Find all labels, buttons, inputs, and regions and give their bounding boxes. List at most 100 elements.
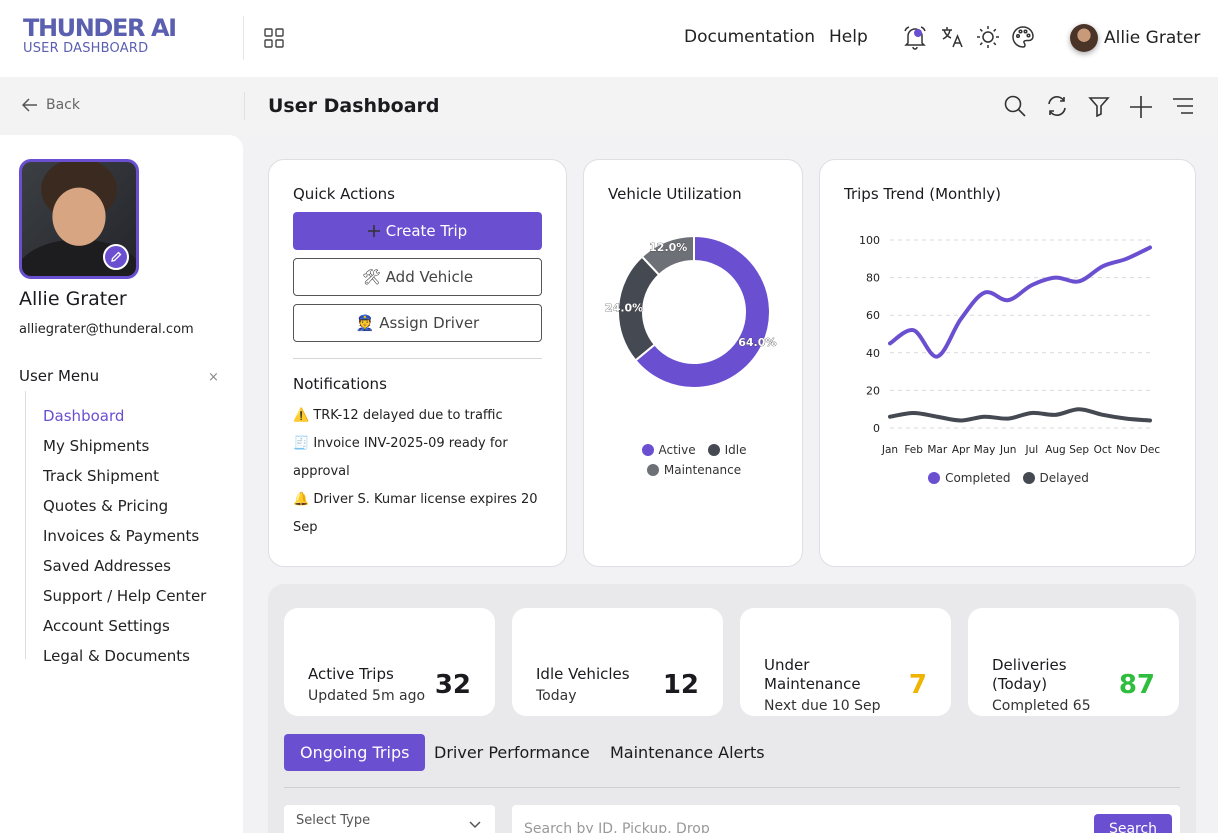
chart-legend: Completed Delayed: [820, 471, 1197, 485]
kpi-sub: Updated 5m ago: [308, 688, 426, 704]
x-tick-label: Jul: [1024, 444, 1038, 456]
profile-name: Allie Grater: [19, 288, 127, 310]
search-input[interactable]: Search by ID, Pickup, Drop: [512, 805, 1180, 833]
nav-help[interactable]: Help: [829, 27, 868, 47]
legend-label: Completed: [945, 471, 1011, 485]
create-trip-button[interactable]: Create Trip: [293, 212, 542, 250]
divider: [293, 358, 542, 359]
legend-label: Delayed: [1039, 471, 1089, 485]
plus-icon[interactable]: [1129, 95, 1153, 119]
y-tick-label: 80: [866, 272, 880, 285]
kpi-label: Under Maintenance: [764, 656, 861, 693]
sidebar-item-saved-addresses[interactable]: Saved Addresses: [43, 557, 171, 575]
brand-logo[interactable]: THUNDER AI USER DASHBOARD: [23, 14, 177, 56]
x-tick-label: Oct: [1094, 444, 1112, 456]
legend-dot: [928, 472, 941, 484]
type-select[interactable]: Select Type: [284, 805, 495, 833]
series-line-completed: [888, 245, 1152, 359]
sidebar: Allie Grater alliegrater@thunderal.com U…: [0, 135, 243, 833]
kpi-card-deliveries[interactable]: Deliveries (Today) Completed 65 87: [968, 608, 1179, 716]
pie-slice-active: [634, 234, 771, 389]
legend-dot: [641, 444, 654, 456]
tab-maintenance-alerts[interactable]: Maintenance Alerts: [610, 743, 765, 762]
apps-icon[interactable]: [264, 28, 284, 48]
legend-item-active[interactable]: Active: [641, 443, 696, 457]
x-tick-label: May: [974, 444, 996, 456]
menu-icon[interactable]: [1172, 95, 1194, 117]
data-label: 64.0%: [738, 336, 776, 349]
kpi-card-under-maintenance[interactable]: Under Maintenance Next due 10 Sep 7: [740, 608, 951, 716]
bell-icon[interactable]: [903, 25, 927, 51]
back-button[interactable]: Back: [22, 97, 80, 113]
search-icon[interactable]: [1004, 95, 1026, 117]
brand-title: THUNDER AI: [23, 14, 177, 42]
divider: [243, 16, 244, 60]
notifications-title: Notifications: [293, 375, 387, 393]
search-button[interactable]: Search: [1094, 814, 1172, 833]
kpi-card-active-trips[interactable]: Active Trips Updated 5m ago 32: [284, 608, 495, 716]
filter-icon[interactable]: [1088, 95, 1110, 117]
legend-item-idle[interactable]: Idle: [707, 443, 747, 457]
kpi-value: 87: [1118, 670, 1155, 700]
select-value: Select Type: [296, 813, 371, 828]
card-title: Trips Trend (Monthly): [844, 185, 1001, 203]
divider: [284, 787, 1180, 788]
pie-slice-maintenance: [640, 234, 695, 277]
legend-label: Maintenance: [663, 463, 742, 477]
legend-label: Active: [658, 443, 696, 457]
x-tick-label: Dec: [1140, 444, 1161, 456]
profile-email: alliegrater@thunderal.com: [19, 322, 194, 337]
divider: [244, 92, 245, 120]
close-icon[interactable]: ×: [208, 370, 219, 385]
kpi-sub: Next due 10 Sep: [764, 698, 881, 714]
legend-item-completed[interactable]: Completed: [928, 471, 1011, 485]
palette-icon[interactable]: [1011, 25, 1035, 49]
sidebar-item-account-settings[interactable]: Account Settings: [43, 617, 170, 635]
avatar: [1070, 24, 1098, 52]
sidebar-item-invoices-payments[interactable]: Invoices & Payments: [43, 527, 200, 545]
sidebar-item-track-shipment[interactable]: Track Shipment: [43, 467, 159, 485]
trips-trend-card: Trips Trend (Monthly) 0 20 40 60 80 100 Jan Feb…: [819, 159, 1196, 567]
sidebar-item-dashboard[interactable]: Dashboard: [43, 407, 125, 425]
x-tick-label: Sep: [1069, 444, 1089, 456]
legend-item-maintenance[interactable]: Maintenance: [646, 463, 742, 477]
kpi-label: Idle Vehicles: [536, 665, 630, 683]
user-name: Allie Grater: [1104, 28, 1201, 48]
sidebar-item-my-shipments[interactable]: My Shipments: [43, 437, 150, 455]
create-trip-label: Create Trip: [385, 222, 468, 240]
sidebar-item-legal-documents[interactable]: Legal & Documents: [43, 647, 190, 665]
sub-header: Back User Dashboard: [0, 77, 1218, 135]
sun-icon[interactable]: [976, 25, 1000, 49]
back-label: Back: [46, 97, 80, 113]
assign-driver-button[interactable]: 👮 Assign Driver: [293, 304, 542, 342]
edit-profile-button[interactable]: [103, 244, 129, 270]
kpi-value: 32: [434, 670, 471, 700]
add-vehicle-button[interactable]: 🛠 Add Vehicle: [293, 258, 542, 296]
line-chart: 0 20 40 60 80 100 Jan Feb Mar Apr May Jun Jul Aug Sep O…: [859, 234, 1161, 456]
kpi-label: Deliveries (Today): [992, 656, 1067, 693]
tab-ongoing-trips[interactable]: Ongoing Trips: [284, 734, 426, 771]
card-title: Vehicle Utilization: [608, 185, 742, 203]
sidebar-item-support[interactable]: Support / Help Center: [43, 587, 207, 605]
pencil-icon: [111, 251, 122, 262]
profile-photo: [19, 159, 139, 279]
kpi-sub: Completed 65: [992, 698, 1091, 714]
legend-item-delayed[interactable]: Delayed: [1022, 471, 1089, 485]
tab-driver-performance[interactable]: Driver Performance: [434, 743, 590, 762]
data-label: 12.0%: [649, 241, 687, 254]
kpi-label: Active Trips: [308, 665, 394, 683]
nav-documentation[interactable]: Documentation: [684, 27, 816, 47]
quick-actions-card: Quick Actions Create Trip 🛠 Add Vehicle …: [268, 159, 567, 567]
translate-icon[interactable]: [940, 25, 964, 49]
card-title: Quick Actions: [293, 185, 395, 203]
y-tick-label: 20: [866, 384, 880, 397]
x-tick-label: Aug: [1045, 444, 1066, 456]
user-menu-button[interactable]: Allie Grater: [1070, 24, 1200, 52]
kpi-card-idle-vehicles[interactable]: Idle Vehicles Today 12: [512, 608, 723, 716]
sidebar-item-quotes-pricing[interactable]: Quotes & Pricing: [43, 497, 169, 515]
donut-chart: 64.0% 24.0% 12.0%: [605, 234, 777, 389]
legend-dot: [1022, 472, 1035, 484]
refresh-icon[interactable]: [1046, 95, 1068, 117]
x-tick-label: Nov: [1116, 444, 1137, 456]
menu-title: User Menu: [19, 367, 100, 385]
